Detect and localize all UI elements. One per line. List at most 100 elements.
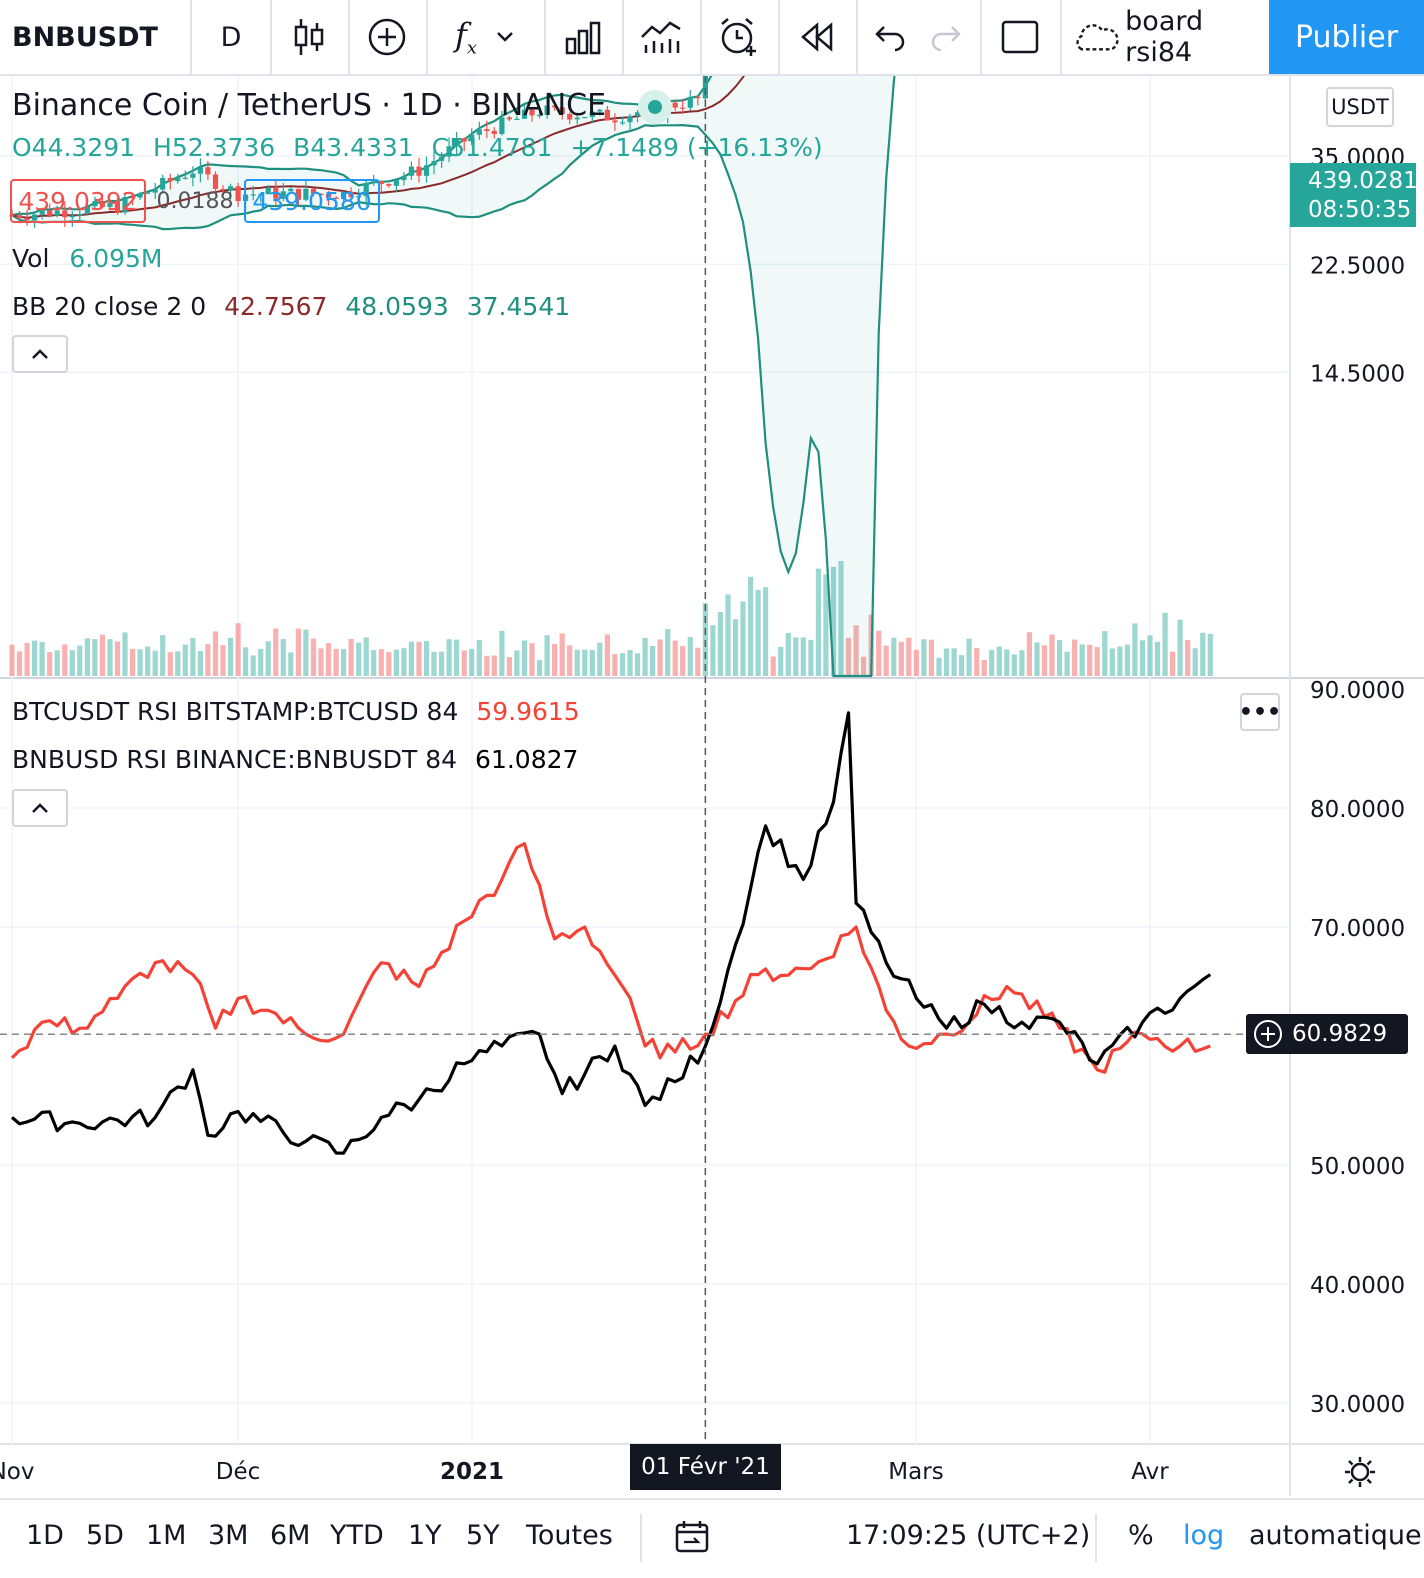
- volume-bar: [906, 637, 912, 676]
- volume-bar: [220, 645, 226, 676]
- range-button-ytd[interactable]: YTD: [330, 1520, 384, 1551]
- auto-scale-toggle[interactable]: automatique: [1249, 1520, 1422, 1551]
- volume-bar: [122, 632, 128, 676]
- candle-body: [212, 174, 219, 189]
- volume-bar: [883, 645, 889, 676]
- rewind-icon: [801, 22, 833, 52]
- sell-button[interactable]: 439.0392: [10, 179, 146, 223]
- volume-bar: [536, 659, 543, 676]
- volume-bar: [363, 637, 369, 676]
- symbol-search-button[interactable]: BNBUSDT: [0, 0, 192, 74]
- publish-button[interactable]: Publier: [1269, 0, 1424, 74]
- volume-bar: [529, 643, 535, 676]
- volume-bar: [1049, 634, 1055, 676]
- candle-body: [423, 165, 430, 176]
- candle-body: [619, 122, 626, 124]
- candle-body: [258, 194, 264, 196]
- clock-timezone[interactable]: 17:09:25 (UTC+2): [846, 1520, 1091, 1551]
- volume-bar: [552, 643, 558, 676]
- compare-button[interactable]: [348, 0, 428, 74]
- volume-bar: [431, 651, 437, 676]
- range-button-1y[interactable]: 1Y: [408, 1520, 442, 1551]
- candle-body: [333, 197, 339, 200]
- log-scale-toggle[interactable]: log: [1183, 1520, 1225, 1551]
- volume-bar: [280, 639, 286, 676]
- volume-bar: [732, 619, 739, 676]
- financials-button[interactable]: [622, 0, 702, 74]
- chart-type-button[interactable]: [270, 0, 350, 74]
- indicators-button[interactable]: fx: [426, 0, 546, 74]
- candle-body: [130, 197, 136, 199]
- volume-legend[interactable]: Vol 6.095M: [12, 244, 163, 273]
- candle-body: [559, 107, 565, 114]
- fullscreen-button[interactable]: [980, 0, 1062, 74]
- candle-body: [514, 118, 520, 120]
- time-tick-label: Avr: [1131, 1459, 1169, 1485]
- range-button-5y[interactable]: 5Y: [466, 1520, 500, 1551]
- range-button-1d[interactable]: 1D: [26, 1520, 64, 1551]
- goto-date-icon[interactable]: [674, 1520, 710, 1554]
- volume-bar: [845, 637, 852, 676]
- volume-bar: [793, 637, 799, 676]
- volume-bar: [484, 655, 490, 676]
- volume-bar: [634, 653, 641, 676]
- volume-bar: [1132, 623, 1138, 676]
- replay-button[interactable]: [778, 0, 858, 74]
- volume-bar: [491, 655, 497, 676]
- volume-bar: [725, 594, 731, 676]
- candle-body: [152, 189, 158, 193]
- candle-body: [446, 146, 452, 157]
- volume-bar: [853, 625, 859, 676]
- alert-button[interactable]: [700, 0, 780, 74]
- undo-icon[interactable]: [873, 22, 907, 52]
- candle-body: [137, 193, 143, 198]
- candle-body: [114, 202, 121, 213]
- volume-bar: [1177, 619, 1183, 676]
- volume-bar: [24, 643, 30, 676]
- overlays: [0, 76, 1290, 1444]
- buy-button[interactable]: 439.0580: [244, 179, 380, 223]
- range-button-toutes[interactable]: Toutes: [526, 1520, 613, 1551]
- volume-bar: [423, 641, 430, 676]
- interval-button[interactable]: D: [192, 0, 272, 74]
- more-options-icon[interactable]: •••: [1239, 693, 1281, 731]
- rsi-bnb-legend[interactable]: BNBUSD RSI BINANCE:BNBUSDT 84 61.0827: [12, 745, 578, 774]
- time-tick-label: 2021: [440, 1459, 504, 1485]
- volume-bar: [913, 649, 919, 676]
- volume-bar: [69, 650, 75, 676]
- percent-scale-toggle[interactable]: %: [1128, 1520, 1154, 1551]
- volume-bar: [830, 566, 837, 676]
- volume-bar: [778, 646, 784, 676]
- rsi-btc-legend[interactable]: BTCUSDT RSI BITSTAMP:BTCUSD 84 59.9615: [12, 697, 580, 726]
- volume-bar: [710, 625, 716, 676]
- range-button-3m[interactable]: 3M: [208, 1520, 249, 1551]
- candle-body: [318, 193, 324, 195]
- volume-bar: [130, 648, 136, 676]
- volume-bar: [1026, 632, 1032, 676]
- chevron-up-icon: [32, 803, 48, 813]
- rsi-tick-label: 80.0000: [1310, 797, 1405, 823]
- settings-gear-icon[interactable]: [1343, 1455, 1377, 1489]
- candle-body: [506, 117, 512, 120]
- collapse-legend-button[interactable]: [12, 335, 68, 373]
- volume-bar: [393, 649, 399, 676]
- range-button-1m[interactable]: 1M: [146, 1520, 187, 1551]
- range-button-5d[interactable]: 5D: [86, 1520, 124, 1551]
- range-button-6m[interactable]: 6M: [270, 1520, 311, 1551]
- bb-legend[interactable]: BB 20 close 2 0 42.7567 48.0593 37.4541: [12, 292, 570, 321]
- currency-button[interactable]: USDT: [1326, 87, 1394, 127]
- layout-save-button[interactable]: board rsi84: [1060, 0, 1270, 74]
- candle-body: [167, 178, 173, 182]
- templates-button[interactable]: [544, 0, 624, 74]
- candle-body: [582, 117, 588, 119]
- add-plus-icon[interactable]: [1252, 1018, 1284, 1050]
- volume-bar: [1011, 654, 1017, 676]
- ohlc-high: H52.3736: [153, 133, 276, 162]
- rsi-tick-label: 30.0000: [1310, 1392, 1405, 1418]
- candle-body: [567, 114, 573, 120]
- redo-icon[interactable]: [929, 22, 963, 52]
- candle-body: [16, 215, 23, 219]
- collapse-rsi-legend-button[interactable]: [12, 789, 68, 827]
- ohlc-open: O44.3291: [12, 133, 136, 162]
- candle-body: [190, 173, 196, 178]
